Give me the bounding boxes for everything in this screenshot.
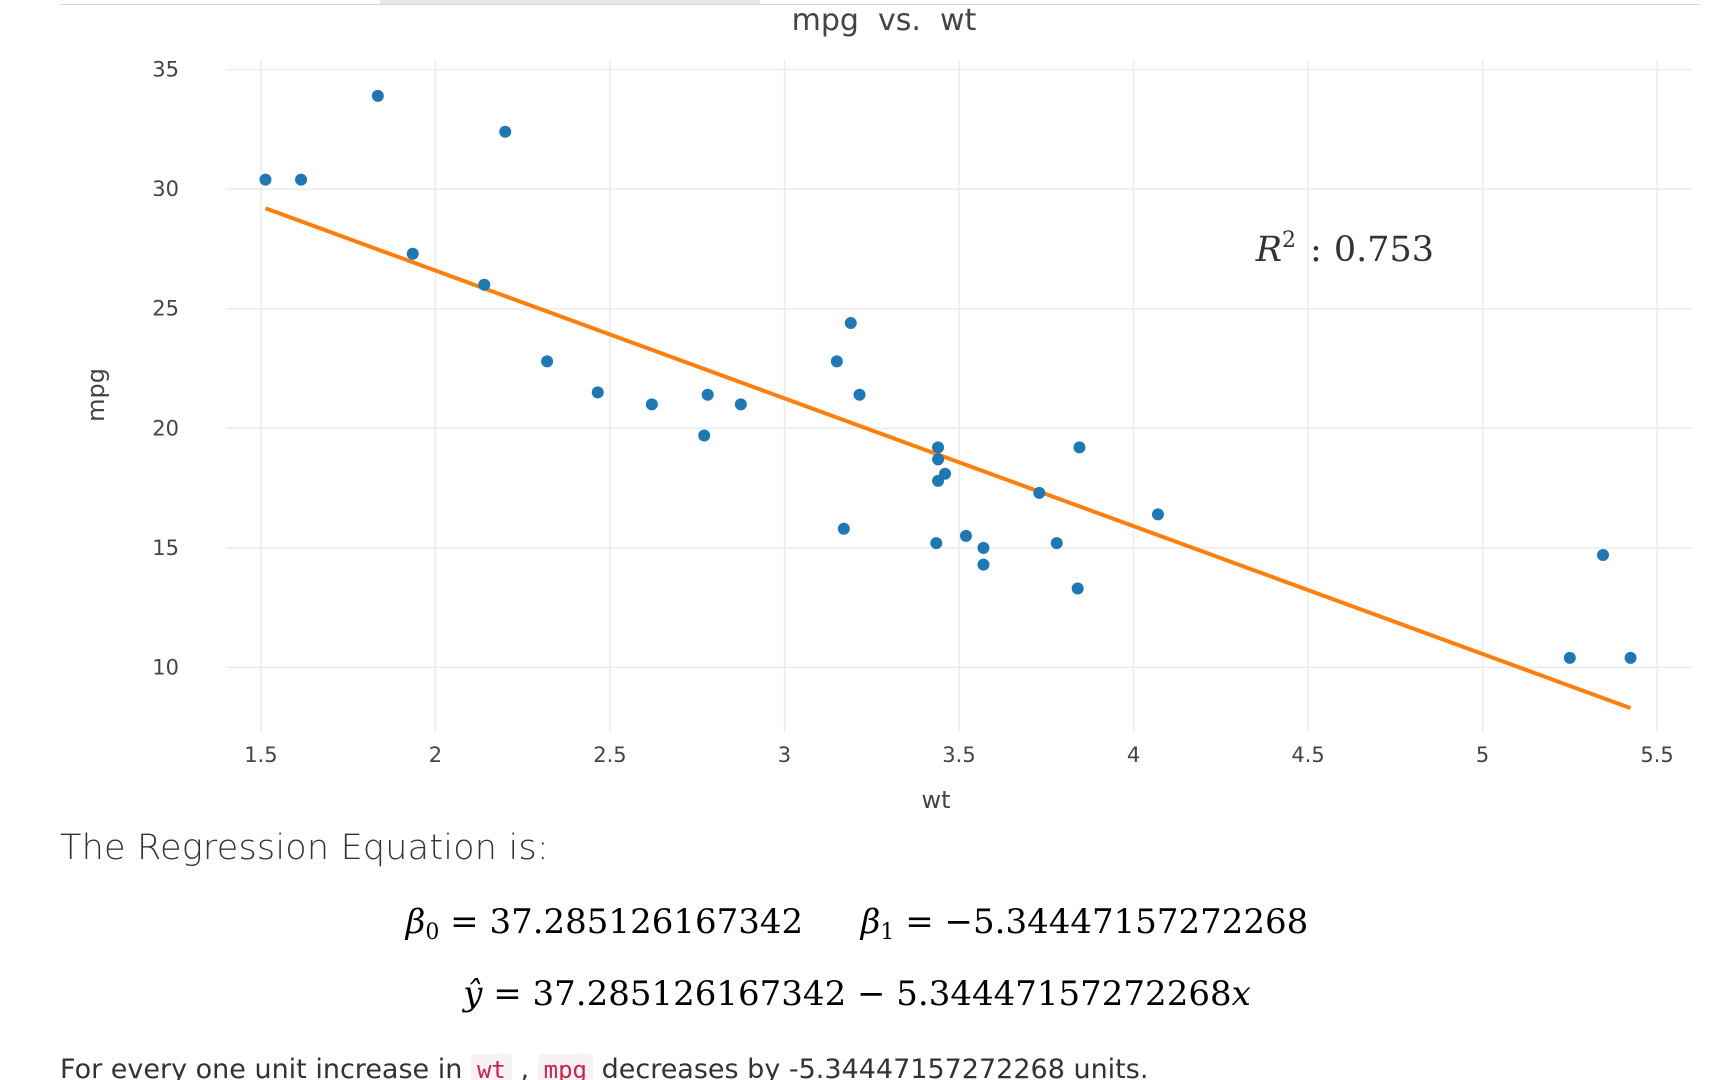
regression-heading: The Regression Equation is: — [60, 828, 549, 868]
data-point[interactable] — [478, 278, 491, 291]
sentence-part1: For every one unit increase in — [60, 1054, 463, 1080]
sentence-separator: , — [520, 1054, 530, 1080]
data-point[interactable] — [645, 398, 658, 411]
data-point[interactable] — [1071, 582, 1084, 595]
data-points — [259, 89, 1637, 664]
beta1-subscript: 1 — [880, 920, 895, 945]
sentence-part2: decreases by -5.34447157272268 units. — [601, 1054, 1149, 1080]
data-point[interactable] — [541, 355, 554, 368]
data-point[interactable] — [930, 537, 943, 550]
x-tick-label: 2.5 — [593, 743, 626, 767]
data-point[interactable] — [1050, 537, 1063, 550]
var-x-code: wt — [470, 1054, 512, 1080]
data-point[interactable] — [1073, 441, 1086, 454]
data-point[interactable] — [1563, 651, 1576, 664]
x-tick-label: 3.5 — [942, 743, 975, 767]
data-point[interactable] — [371, 89, 384, 102]
beta0-value: = 37.285126167342 — [450, 902, 804, 942]
x-axis-title: wt — [921, 786, 950, 814]
x-tick-label: 4.5 — [1291, 743, 1324, 767]
yhat-expression: = 37.285126167342 − 5.34447157272268 — [493, 974, 1232, 1014]
x-tick-label: 4 — [1127, 743, 1140, 767]
yhat-symbol: ŷ — [463, 974, 483, 1014]
var-y-code: mpg — [537, 1054, 593, 1080]
x-tick-label: 1.5 — [244, 743, 277, 767]
data-point[interactable] — [932, 441, 945, 454]
y-axis-title: mpg — [82, 368, 110, 422]
r-squared-symbol: R — [1255, 230, 1282, 270]
beta1-value: = −5.34447157272268 — [905, 902, 1309, 942]
chart-title: mpg vs. wt — [792, 3, 977, 38]
scatter-chart: 1.5 2 2.5 3 3.5 4 4.5 5 5.5 10 15 20 25 30 35 mpg vs. … — [82, 3, 1692, 814]
r-squared-exponent: 2 — [1282, 228, 1296, 253]
data-point[interactable] — [977, 541, 990, 554]
data-point[interactable] — [734, 398, 747, 411]
data-point[interactable] — [406, 247, 419, 260]
y-tick-label: 10 — [152, 655, 179, 679]
x-tick-label: 2 — [429, 743, 442, 767]
data-point[interactable] — [959, 529, 972, 542]
data-point[interactable] — [1033, 486, 1046, 499]
data-point[interactable] — [1151, 508, 1164, 521]
data-point[interactable] — [1596, 549, 1609, 562]
grid-lines — [226, 60, 1692, 732]
y-tick-label: 25 — [152, 297, 179, 321]
y-tick-label: 20 — [152, 416, 179, 440]
regression-line-layer — [264, 206, 1632, 711]
data-point[interactable] — [295, 173, 308, 186]
data-point[interactable] — [853, 388, 866, 401]
data-point[interactable] — [259, 173, 272, 186]
data-point[interactable] — [499, 125, 512, 138]
beta-coefficients-equation: β0 = 37.285126167342 β1 = −5.34447157272… — [0, 902, 1714, 945]
y-tick-label: 30 — [152, 177, 179, 201]
data-point[interactable] — [844, 317, 857, 330]
yhat-variable: x — [1231, 974, 1251, 1014]
data-point[interactable] — [698, 429, 711, 442]
data-point[interactable] — [932, 453, 945, 466]
x-tick-label: 5.5 — [1640, 743, 1673, 767]
data-point[interactable] — [701, 388, 714, 401]
r-squared-annotation: R2:0.753 — [1255, 228, 1434, 270]
y-tick-label: 35 — [152, 58, 179, 82]
top-tab-bar — [60, 0, 1700, 5]
data-point[interactable] — [1624, 651, 1637, 664]
regression-line — [264, 206, 1632, 711]
tab-stub[interactable] — [380, 0, 760, 4]
y-tick-label: 15 — [152, 536, 179, 560]
tick-labels: 1.5 2 2.5 3 3.5 4 4.5 5 5.5 10 15 20 25 30 35 — [152, 58, 1674, 767]
data-point[interactable] — [591, 386, 604, 399]
beta0-symbol: β — [405, 902, 426, 942]
prediction-equation: ŷ = 37.285126167342 − 5.34447157272268x — [0, 974, 1714, 1014]
interpretation-sentence: For every one unit increase in wt , mpg … — [60, 1053, 1148, 1080]
r-squared-separator: : — [1310, 230, 1322, 270]
beta1-symbol: β — [860, 902, 881, 942]
r-squared-value: 0.753 — [1334, 230, 1434, 270]
data-point[interactable] — [830, 355, 843, 368]
x-tick-label: 3 — [778, 743, 791, 767]
x-tick-label: 5 — [1476, 743, 1489, 767]
data-point[interactable] — [932, 474, 945, 487]
data-point[interactable] — [837, 522, 850, 535]
data-point[interactable] — [977, 558, 990, 571]
beta0-subscript: 0 — [425, 920, 440, 945]
